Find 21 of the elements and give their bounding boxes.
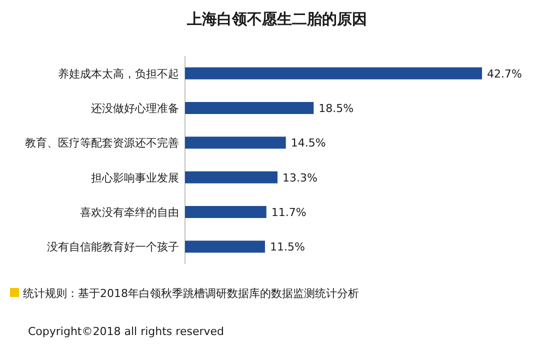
- bar: [185, 206, 266, 218]
- bar: [185, 102, 314, 114]
- bar: [185, 136, 286, 149]
- data-label: 18.5%: [318, 102, 354, 115]
- y-tick-label: 喜欢没有牵绊的自由: [80, 206, 179, 219]
- text: Copyright©2018 all rights reserved: [28, 325, 224, 338]
- data-label: 14.5%: [290, 136, 326, 150]
- text: 统计规则：基于2018年白领秋季跳槽调研数据库的数据监测统计分析: [23, 287, 359, 300]
- bar: [185, 171, 278, 184]
- y-tick-label: 担心影响事业发展: [91, 171, 179, 184]
- data-label: 11.5%: [270, 240, 305, 254]
- y-tick-label: 还没做好心理准备: [91, 102, 179, 115]
- data-label: 11.7%: [271, 206, 306, 219]
- y-tick-label: 养娃成本太高，负担不起: [58, 67, 179, 80]
- data-label: 13.3%: [282, 171, 318, 184]
- y-tick-label: 教育、医疗等配套资源还不完善: [25, 136, 179, 150]
- chart-title: 上海白领不愿生二胎的原因: [186, 10, 367, 28]
- data-label: 42.7%: [487, 67, 522, 80]
- bar: [185, 240, 265, 253]
- bar: [185, 67, 482, 80]
- y-tick-label: 没有自信能教育好一个孩子: [47, 240, 179, 254]
